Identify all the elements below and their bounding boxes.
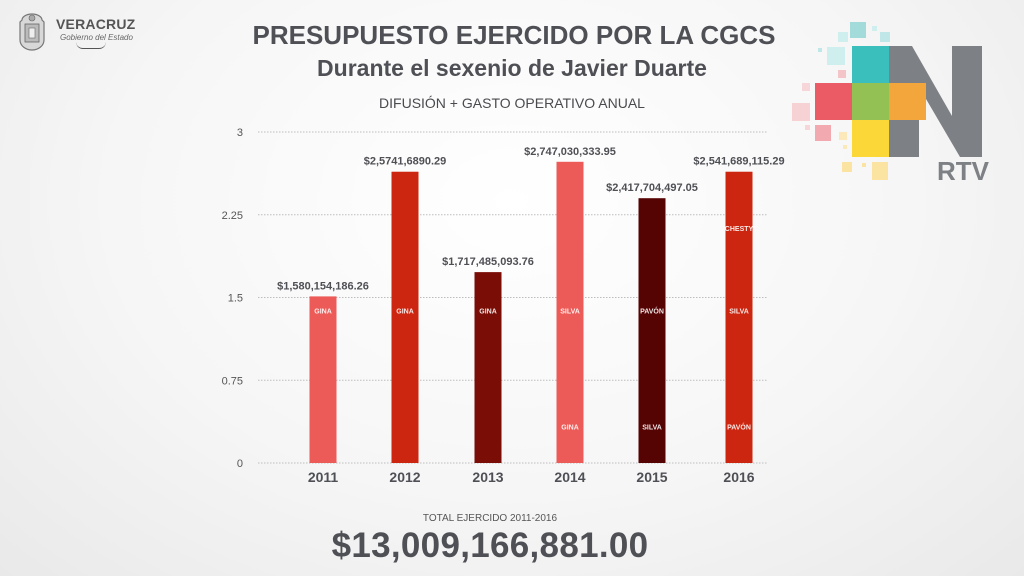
pixel-decoration-icon [792,22,890,180]
bar-annotation: PAVÓN [640,307,664,316]
bar [638,198,666,463]
data-label: $2,541,689,115.29 [693,156,784,168]
bar [556,161,584,464]
orange-block [889,83,926,120]
bar [309,296,337,463]
bar-annotation: GINA [479,309,497,316]
bar-annotation: SILVA [729,309,749,316]
data-label: $1,717,485,093.76 [442,256,534,268]
data-label: $2,747,030,333.95 [524,146,616,158]
x-tick-label: 2012 [389,469,420,485]
bar-chart: 0 0.75 1.5 2.25 3 $1,580,154,186.26 2011 GINA $2… [222,127,785,485]
y-tick-label: 0 [237,458,243,470]
red-block [815,83,852,120]
y-tick-label: 1.5 [228,293,243,305]
bar-annotation: SILVA [642,424,662,431]
bar-annotation: PAVÓN [727,422,751,431]
total-value: $13,009,166,881.00 [331,526,649,565]
veracruz-logo: VERACRUZ Gobierno del Estado [16,12,135,52]
coat-of-arms-icon [19,13,45,51]
page-subtitle: Durante el sexenio de Javier Duarte [317,55,707,81]
green-block [852,83,889,120]
bar [391,171,419,463]
bar-annotation: SILVA [560,309,580,316]
x-tick-label: 2015 [636,469,667,485]
rtv-text: RTV [937,156,990,186]
n-letter-icon [889,46,982,157]
bar [725,171,753,463]
logo-subtitle: Gobierno del Estado [60,32,133,42]
rtv-brand-logo: RTV [792,22,990,186]
bar-annotation: GINA [314,309,332,316]
bar-annotation: CHESTY [725,226,754,233]
teal-block [852,46,889,83]
total-label: TOTAL EJERCIDO 2011-2016 [422,513,558,524]
logo-smile-decoration [76,42,106,49]
data-label: $2,5741,6890.29 [364,156,447,168]
x-tick-label: 2011 [308,469,339,485]
yellow-block [852,120,889,157]
page-title: PRESUPUESTO EJERCIDO POR LA CGCS [252,20,776,50]
y-tick-label: 3 [237,127,243,139]
logo-title: VERACRUZ [56,15,136,32]
data-label: $1,580,154,186.26 [277,280,369,292]
bar-annotation: GINA [561,424,579,431]
x-tick-label: 2016 [723,469,754,485]
y-tick-label: 2.25 [222,210,243,222]
x-tick-label: 2014 [554,469,585,485]
data-label: $2,417,704,497.05 [606,182,698,194]
bar [474,272,502,463]
y-tick-label: 0.75 [222,375,243,387]
x-tick-label: 2013 [472,469,503,485]
chart-caption: DIFUSIÓN + GASTO OPERATIVO ANUAL [379,95,645,111]
bar-annotation: GINA [396,309,414,316]
